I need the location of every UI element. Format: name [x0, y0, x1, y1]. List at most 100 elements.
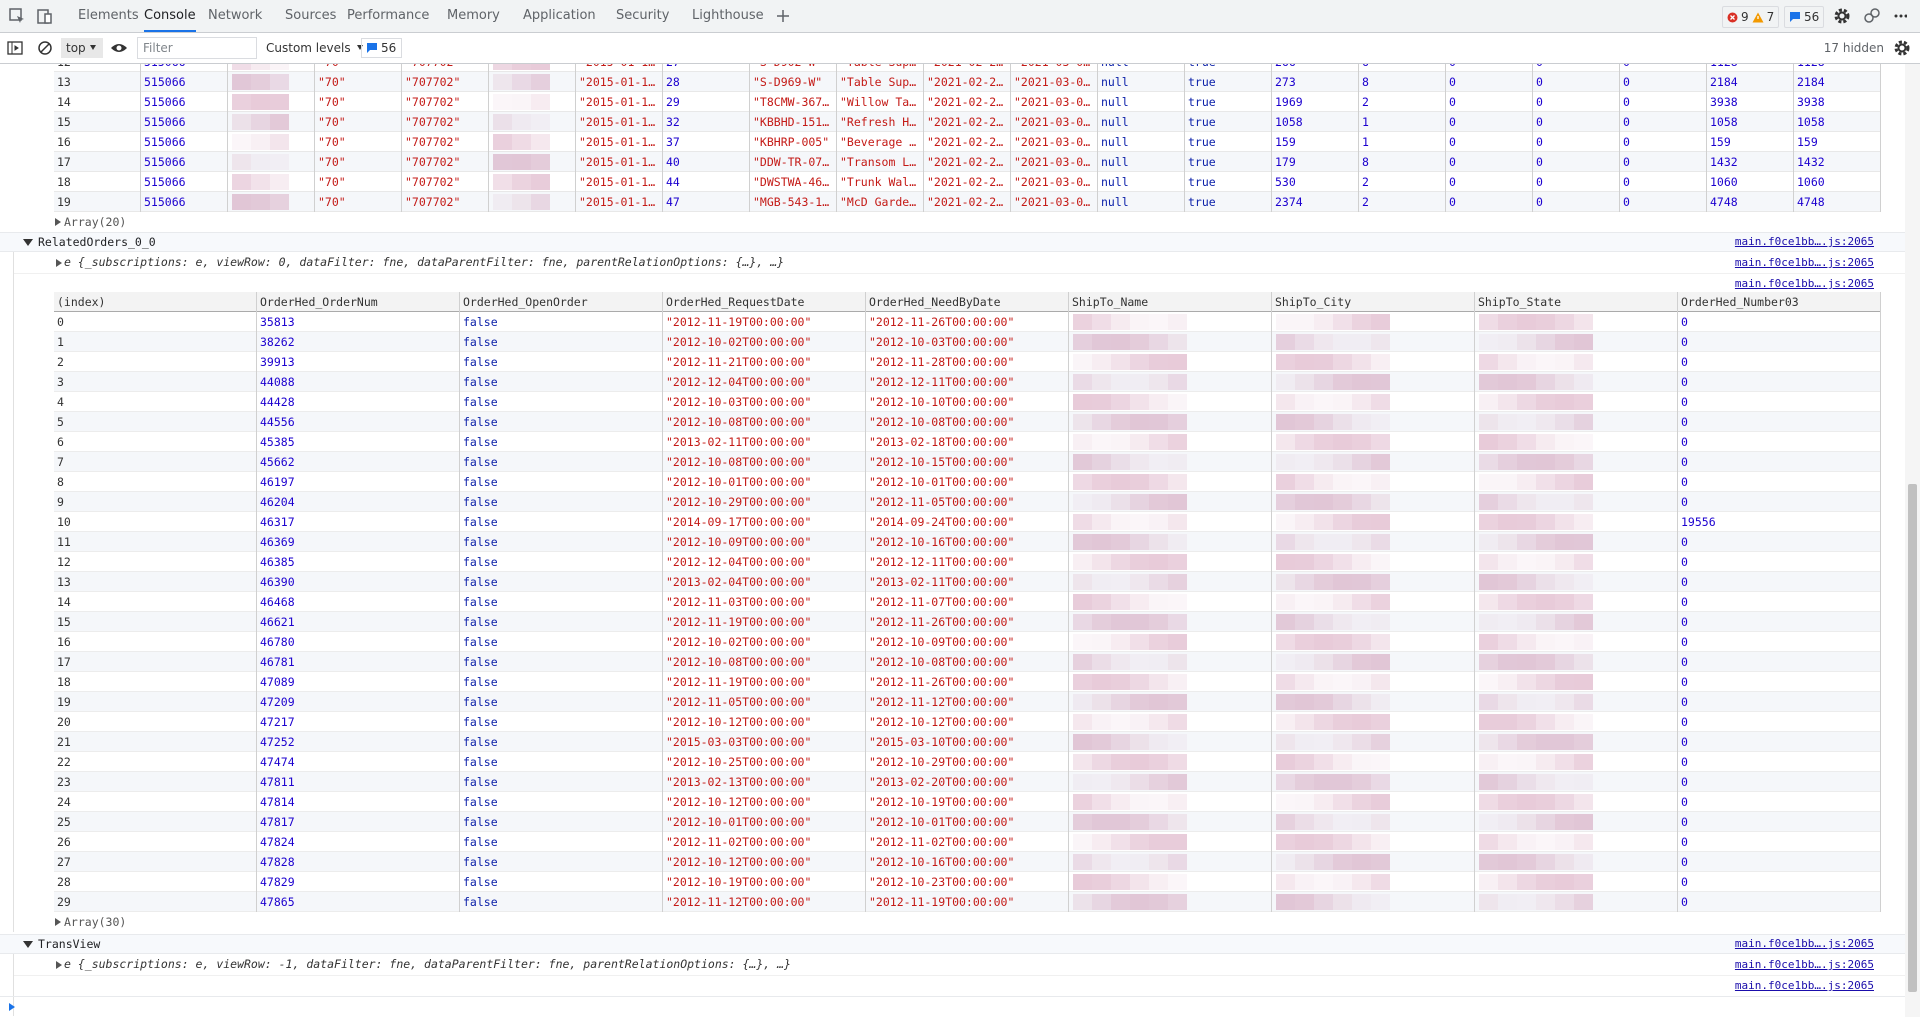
table-cell: 159 [1272, 132, 1359, 152]
object-preview[interactable]: e {_subscriptions: e, viewRow: 0, dataFi… [64, 255, 785, 269]
table-cell: 16 [54, 132, 141, 152]
redacted-block [1295, 514, 1314, 530]
console-settings[interactable] [1893, 39, 1911, 57]
redacted-block [1574, 334, 1593, 350]
redacted-cell [1475, 712, 1678, 732]
table-row [54, 192, 1881, 212]
source-link[interactable]: main.f0ce1bb….js:2065 [1734, 256, 1874, 269]
table-cell: "2013-02-13T00:00:00" [663, 772, 866, 792]
column-header[interactable]: OrderHed_Number03 [1678, 292, 1881, 312]
array-summary[interactable]: Array(30) [64, 915, 127, 929]
redacted-block [493, 134, 512, 150]
group-title[interactable]: RelatedOrders_0_0 [38, 235, 156, 249]
expand-arrow[interactable] [56, 259, 62, 267]
redacted-block [531, 134, 550, 150]
prompt[interactable] [0, 996, 1905, 1017]
inspect-icon[interactable] [8, 7, 26, 25]
redacted-cell [1272, 312, 1475, 332]
redacted-block [1574, 594, 1593, 610]
column-header[interactable]: OrderHed_OpenOrder [460, 292, 663, 312]
issues-button[interactable]: 56 [361, 38, 402, 58]
column-header[interactable]: ShipTo_Name [1069, 292, 1272, 312]
tab[interactable]: Elements [78, 8, 139, 23]
tab[interactable]: Console [144, 0, 196, 32]
group-title[interactable]: TransView [38, 937, 101, 951]
expand-arrow[interactable] [55, 918, 61, 926]
clear-icon[interactable] [37, 40, 53, 56]
tab[interactable]: Application [523, 8, 596, 23]
tab[interactable]: Memory [447, 8, 500, 23]
redacted-block [1092, 334, 1111, 350]
redacted-block [1073, 374, 1092, 390]
tab[interactable]: Lighthouse [692, 8, 764, 23]
tab[interactable]: Network [208, 8, 263, 23]
scrollbar-thumb[interactable] [1908, 484, 1917, 992]
source-link[interactable]: main.f0ce1bb….js:2065 [1734, 235, 1874, 248]
collapse-arrow[interactable] [23, 941, 33, 948]
redacted-block [1517, 374, 1536, 390]
redacted-block [512, 154, 531, 170]
remote-icon[interactable] [1863, 7, 1881, 25]
source-link[interactable]: main.f0ce1bb….js:2065 [1734, 979, 1874, 992]
live-expression-icon[interactable] [110, 40, 128, 56]
table-cell: "2012-10-12T00:00:00" [663, 712, 866, 732]
column-header[interactable]: OrderHed_NeedByDate [866, 292, 1069, 312]
tab[interactable]: Performance [347, 8, 430, 23]
array-summary[interactable]: Array(20) [64, 215, 127, 229]
redacted-block [1333, 614, 1352, 630]
table-cell: null [1098, 112, 1185, 132]
redacted-block [232, 114, 251, 130]
collapse-arrow[interactable] [23, 239, 33, 246]
hidden-count: 17 hidden [1823, 41, 1884, 55]
redacted-cell [1475, 532, 1678, 552]
redacted-block [1149, 614, 1168, 630]
redacted-block [1555, 474, 1574, 490]
sidebar-toggle[interactable] [7, 40, 23, 56]
redacted-block [1479, 454, 1498, 470]
table-cell: "Willow Ta… [837, 92, 924, 112]
filter-input[interactable]: Filter [137, 37, 257, 59]
redacted-block [1130, 514, 1149, 530]
redacted-block [1314, 834, 1333, 850]
source-link[interactable]: main.f0ce1bb….js:2065 [1734, 277, 1874, 290]
redacted-block [1111, 674, 1130, 690]
column-header[interactable]: ShipTo_City [1272, 292, 1475, 312]
table-cell: "2012-10-03T00:00:00" [663, 392, 866, 412]
redacted-block [1295, 434, 1314, 450]
redacted-block [1295, 334, 1314, 350]
table-cell: 28 [663, 72, 750, 92]
add-tab[interactable] [776, 9, 790, 23]
redacted-block [1073, 734, 1092, 750]
object-preview[interactable]: e {_subscriptions: e, viewRow: -1, dataF… [64, 957, 791, 971]
table-cell: 32 [663, 112, 750, 132]
table-cell: 2184 [1707, 72, 1794, 92]
source-link[interactable]: main.f0ce1bb….js:2065 [1734, 958, 1874, 971]
table-cell: "2012-11-02T00:00:00" [866, 832, 1069, 852]
column-header[interactable]: OrderHed_OrderNum [257, 292, 460, 312]
redacted-cell [1069, 532, 1272, 552]
redacted-block [270, 174, 289, 190]
source-link[interactable]: main.f0ce1bb….js:2065 [1734, 937, 1874, 950]
tab[interactable]: Security [616, 8, 670, 23]
column-header[interactable]: ShipTo_State [1475, 292, 1678, 312]
redacted-block [1517, 394, 1536, 410]
table-row [54, 852, 1881, 872]
device-icon[interactable] [36, 7, 54, 25]
table-cell: "2012-10-16T00:00:00" [866, 532, 1069, 552]
settings-icon[interactable] [1833, 7, 1851, 25]
issues-counter[interactable]: 56 [1784, 6, 1825, 28]
redacted-block [1168, 894, 1187, 910]
levels-select[interactable]: Custom levels [266, 38, 365, 58]
expand-arrow[interactable] [56, 961, 62, 969]
tab[interactable]: Sources [285, 8, 337, 23]
redacted-block [1295, 394, 1314, 410]
problem-counter[interactable]: 9 7 [1722, 6, 1780, 28]
column-header[interactable]: OrderHed_RequestDate [663, 292, 866, 312]
menu-icon[interactable] [1893, 7, 1907, 25]
column-header[interactable]: (index) [54, 292, 257, 312]
context-select[interactable]: top [61, 38, 103, 58]
redacted-block [1073, 894, 1092, 910]
redacted-block [1295, 534, 1314, 550]
redacted-block [1536, 534, 1555, 550]
expand-arrow[interactable] [55, 218, 61, 226]
